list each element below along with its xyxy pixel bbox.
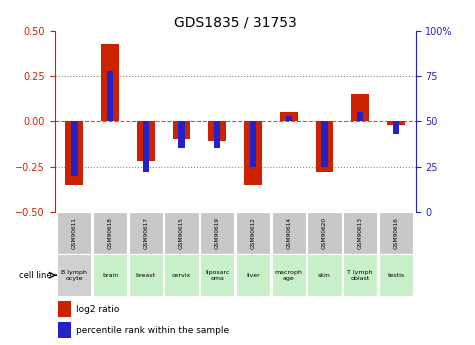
Text: cell line: cell line bbox=[19, 271, 52, 280]
Text: skin: skin bbox=[318, 273, 331, 278]
Bar bbox=[343, 254, 377, 296]
Bar bbox=[321, 121, 328, 167]
Bar bbox=[178, 121, 185, 148]
Text: GSM90612: GSM90612 bbox=[250, 217, 256, 249]
Bar bbox=[142, 121, 149, 172]
Text: GSM90616: GSM90616 bbox=[393, 217, 399, 249]
Title: GDS1835 / 31753: GDS1835 / 31753 bbox=[174, 16, 296, 30]
Text: liver: liver bbox=[246, 273, 260, 278]
Text: GSM90611: GSM90611 bbox=[72, 217, 77, 249]
Bar bbox=[200, 254, 234, 296]
Bar bbox=[200, 212, 234, 254]
Text: liposarc
oma: liposarc oma bbox=[205, 270, 229, 280]
Bar bbox=[343, 212, 377, 254]
Bar bbox=[307, 212, 342, 254]
Bar bbox=[236, 212, 270, 254]
Bar bbox=[66, 121, 83, 185]
Bar bbox=[214, 121, 220, 148]
Bar bbox=[71, 121, 77, 176]
Bar bbox=[379, 212, 413, 254]
Bar bbox=[315, 121, 333, 172]
Bar bbox=[57, 212, 92, 254]
Bar bbox=[307, 254, 342, 296]
Bar bbox=[164, 254, 199, 296]
Bar bbox=[352, 94, 369, 121]
Text: breast: breast bbox=[136, 273, 156, 278]
Text: percentile rank within the sample: percentile rank within the sample bbox=[76, 326, 229, 335]
Bar bbox=[57, 254, 92, 296]
Bar bbox=[393, 121, 399, 134]
Text: testis: testis bbox=[388, 273, 405, 278]
Text: GSM90615: GSM90615 bbox=[179, 217, 184, 249]
Bar bbox=[280, 112, 298, 121]
Text: log2 ratio: log2 ratio bbox=[76, 305, 120, 314]
Text: B lymph
ocyte: B lymph ocyte bbox=[61, 270, 87, 280]
Bar bbox=[93, 212, 127, 254]
Bar bbox=[209, 121, 226, 141]
Bar bbox=[244, 121, 262, 185]
Bar bbox=[272, 254, 306, 296]
Text: GSM90613: GSM90613 bbox=[358, 217, 363, 249]
Text: cervix: cervix bbox=[172, 273, 191, 278]
Bar bbox=[379, 254, 413, 296]
Text: GSM90618: GSM90618 bbox=[107, 217, 113, 249]
Bar bbox=[58, 322, 71, 338]
Bar bbox=[58, 301, 71, 317]
Text: GSM90619: GSM90619 bbox=[215, 217, 220, 249]
Bar bbox=[272, 212, 306, 254]
Bar bbox=[236, 254, 270, 296]
Bar bbox=[107, 71, 113, 121]
Bar bbox=[101, 44, 119, 121]
Text: GSM90617: GSM90617 bbox=[143, 217, 148, 249]
Bar bbox=[129, 254, 163, 296]
Text: GSM90620: GSM90620 bbox=[322, 217, 327, 249]
Text: T lymph
oblast: T lymph oblast bbox=[348, 270, 373, 280]
Bar bbox=[137, 121, 155, 161]
Text: macroph
age: macroph age bbox=[275, 270, 303, 280]
Bar bbox=[250, 121, 256, 167]
Bar bbox=[93, 254, 127, 296]
Bar bbox=[129, 212, 163, 254]
Bar bbox=[172, 121, 190, 139]
Text: GSM90614: GSM90614 bbox=[286, 217, 291, 249]
Bar bbox=[387, 121, 405, 125]
Bar bbox=[164, 212, 199, 254]
Bar bbox=[285, 116, 292, 121]
Text: brain: brain bbox=[102, 273, 118, 278]
Bar bbox=[357, 112, 363, 121]
